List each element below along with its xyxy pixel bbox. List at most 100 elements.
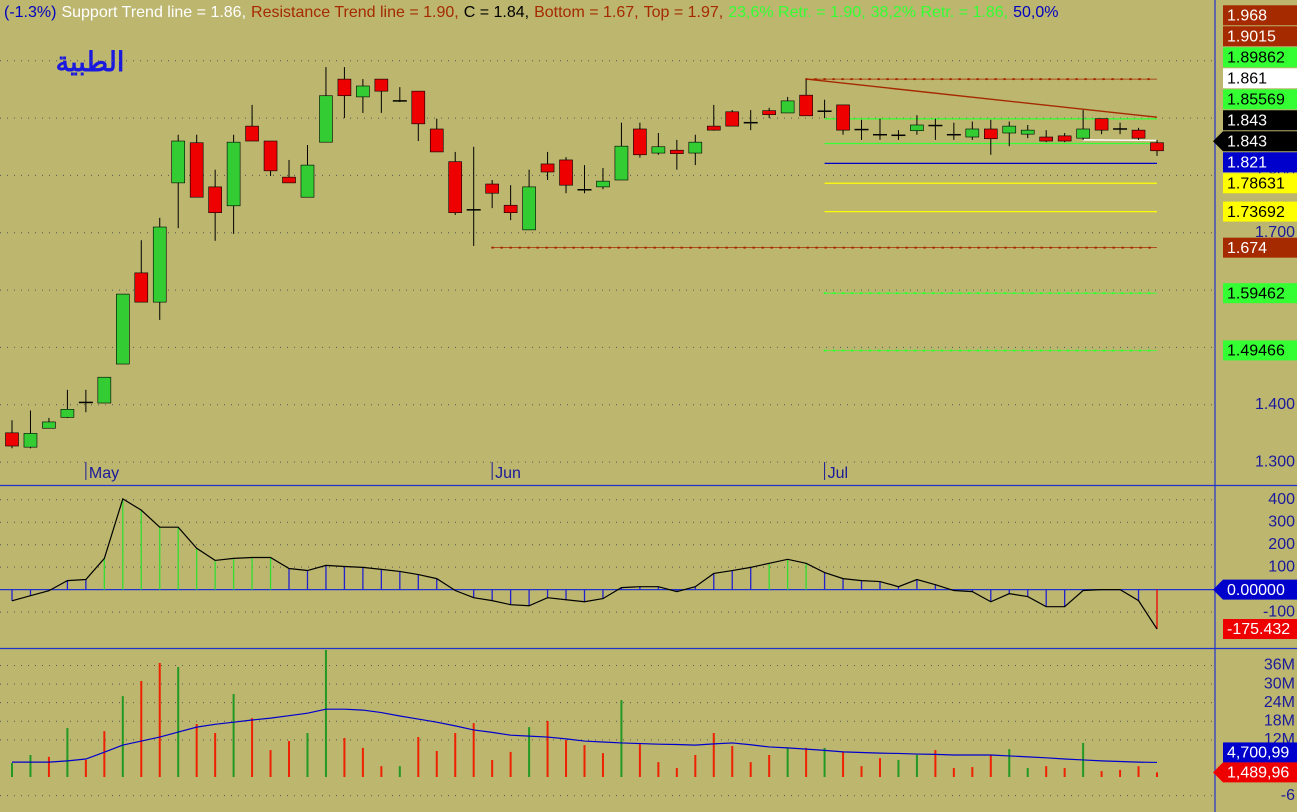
last-volume-label: 1,489,96 [1213, 762, 1297, 783]
candle-body [1020, 129, 1035, 135]
y-tick-label: 1.700 [1255, 224, 1295, 241]
candle-body [23, 433, 38, 448]
last-volume-label-text: 1,489,96 [1227, 765, 1289, 782]
candle-body [189, 142, 204, 198]
candle-body [559, 159, 573, 186]
value-label: 1.85569 [1223, 89, 1297, 110]
candle-body [910, 124, 924, 132]
label-box [1223, 579, 1297, 600]
value-label: 1.968 [1223, 5, 1297, 26]
value-label-text: 1.73692 [1227, 204, 1285, 221]
candle-body [1076, 128, 1090, 139]
candle-body [411, 90, 426, 125]
value-label-text: 1.85569 [1227, 91, 1285, 108]
value-label-text: 1.861 [1227, 70, 1267, 87]
label-box [1223, 283, 1297, 304]
value-label: 1.674 [1223, 237, 1297, 258]
candle-body [300, 164, 315, 198]
y-tick-label: 1.400 [1255, 396, 1295, 413]
candle-body [1094, 118, 1109, 131]
ma-label: 4,700,99 [1223, 742, 1297, 763]
label-box [1223, 619, 1297, 640]
candle-body [799, 94, 813, 117]
x-tick-label: Jun [495, 465, 521, 482]
label-box [1223, 5, 1297, 26]
x-tick-label: May [89, 465, 119, 482]
y-tick-label: 36M [1264, 657, 1295, 674]
candle-body [780, 100, 795, 114]
candle-body [1057, 135, 1072, 142]
label-arrow [1213, 762, 1223, 783]
candle-body [448, 161, 463, 213]
value-label: 1.73692 [1223, 201, 1297, 222]
value-label-text: 1.78631 [1227, 175, 1285, 192]
zero-label-text: 0.00000 [1227, 582, 1285, 599]
candle-body [485, 183, 499, 194]
candle-body [706, 125, 721, 131]
header-item: Top = 1.97, [644, 4, 724, 21]
candle-body [356, 85, 370, 98]
value-label: 1.843 [1213, 131, 1297, 152]
candle-body [1131, 129, 1146, 139]
label-box [1223, 173, 1297, 194]
y-tick-label: 200 [1268, 536, 1295, 553]
candle-body [633, 128, 647, 156]
label-box [1223, 201, 1297, 222]
label-box [1223, 110, 1297, 131]
candle-body [245, 125, 259, 142]
y-tick-label: -100 [1263, 603, 1295, 620]
label-box [1223, 152, 1297, 173]
candle-body [374, 78, 389, 92]
value-label-text: 1.843 [1227, 133, 1267, 150]
label-arrow [1213, 131, 1223, 152]
header-item: Resistance Trend line = 1.90, [251, 4, 459, 21]
header-item: Bottom = 1.67, [534, 4, 639, 21]
y-tick-label: 18M [1264, 712, 1295, 729]
header-item: (-1.3%) [4, 4, 56, 21]
y-tick-label: 30M [1264, 675, 1295, 692]
label-arrow [1213, 579, 1223, 600]
candle-body [1039, 136, 1053, 142]
y-tick-label: 100 [1268, 558, 1295, 575]
candle-body [725, 111, 740, 127]
header-item: C = 1.84, [464, 4, 529, 21]
value-label-text: 1.49466 [1227, 343, 1285, 360]
y-tick-label: 1.300 [1255, 453, 1295, 470]
candle-body [651, 146, 666, 154]
candle-body [134, 272, 149, 303]
label-box [1223, 68, 1297, 89]
trend-line [1083, 139, 1158, 142]
header-item: Support Trend line = 1.86, [61, 4, 246, 21]
oscillator-line [11, 497, 1158, 630]
candle-body [522, 186, 536, 231]
label-box [1223, 762, 1297, 783]
header-item: 50,0% [1013, 4, 1058, 21]
y-tick-label: -6 [1281, 787, 1295, 804]
candle-body [282, 176, 296, 184]
candle-body [152, 226, 167, 303]
candle-body [503, 204, 518, 213]
label-box [1223, 26, 1297, 47]
candle-body [226, 141, 241, 207]
candle-body [429, 128, 444, 153]
candle-body [5, 432, 19, 447]
value-label-text: 1.9015 [1227, 28, 1276, 45]
candle-body [614, 145, 629, 181]
candle-body [319, 95, 333, 143]
header: (-1.3%) Support Trend line = 1.86, Resista… [4, 4, 1058, 21]
value-label-text: 1.968 [1227, 7, 1267, 24]
y-tick-label: 24M [1264, 694, 1295, 711]
candle-body [688, 141, 703, 154]
label-box [1223, 131, 1297, 152]
candle-body [116, 293, 130, 365]
value-label-text: 1.843 [1227, 112, 1267, 129]
header-item: 23,6% Retr. = 1.90, [728, 4, 865, 21]
candle-body [1150, 142, 1164, 152]
x-tick-label: Jul [828, 465, 848, 482]
label-box [1223, 340, 1297, 361]
candle-body [60, 409, 75, 418]
value-label-text: 1.89862 [1227, 49, 1285, 66]
zero-label: 0.00000 [1213, 579, 1297, 600]
label-box [1223, 237, 1297, 258]
